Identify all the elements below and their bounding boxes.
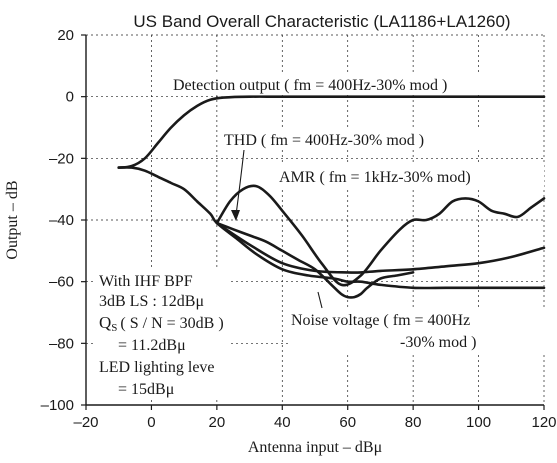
sn-condition: ( S / N = 30dB ): [120, 315, 223, 332]
x-tick-label: 60: [339, 414, 356, 431]
y-tick-label: –100: [41, 397, 74, 414]
conditions-line-5: LED lighting leve: [99, 359, 215, 376]
conditions-bg: [96, 268, 228, 398]
chart-title: US Band Overall Characteristic (LA1186+L…: [133, 12, 510, 31]
detection-output-curve: [117, 95, 546, 169]
x-tick-label: 80: [405, 414, 422, 431]
noise-voltage-curve: [117, 166, 546, 290]
y-tick-label: –20: [49, 150, 74, 167]
thd-leader-arrow: [231, 210, 240, 221]
q-symbol: Q: [99, 313, 111, 332]
y-tick-label: 20: [57, 27, 74, 44]
amr-curve: [215, 184, 546, 287]
axis-ticks: 200–20–40–60–80–100–20 0 20 40 60 80 100 120: [41, 27, 557, 431]
y-tick-label: –40: [49, 212, 74, 229]
conditions-line-1: With IHF BPF: [99, 273, 193, 290]
x-tick-label: 20: [209, 414, 226, 431]
x-tick-label: 40: [274, 414, 291, 431]
x-axis-label: Antenna input – dBμ: [248, 439, 382, 456]
thd-label-bg: [220, 128, 510, 150]
conditions-line-4: = 11.2dBμ: [118, 337, 186, 354]
detection-label-bg: [168, 73, 518, 95]
thd-label: THD ( fm = 400Hz-30% mod ): [224, 132, 424, 149]
noise-leader-line: [317, 291, 323, 309]
x-tick-label: 0: [147, 414, 155, 431]
plot-lines: [117, 95, 546, 299]
detection-output-label: Detection output ( fm = 400Hz-30% mod ): [173, 77, 447, 94]
thd-leader-line: [235, 149, 245, 216]
noise-voltage-label-line1: Noise voltage ( fm = 400Hz: [291, 312, 470, 329]
conditions-line-3: QS( S / N = 30dB ): [99, 313, 224, 334]
q-subscript: S: [111, 322, 117, 334]
measurement-conditions: With IHF BPF 3dB LS : 12dBμ QS( S / N = …: [99, 273, 224, 398]
y-tick-label: –60: [49, 274, 74, 291]
noise-voltage-label-line2: -30% mod ): [400, 334, 476, 351]
x-tick-label: 100: [466, 414, 491, 431]
amr-label: AMR ( fm = 1kHz-30% mod): [279, 169, 471, 186]
conditions-line-2: 3dB LS : 12dBμ: [99, 293, 204, 310]
conditions-line-6: = 15dBμ: [118, 381, 174, 398]
y-axis-label: Output – dB: [4, 180, 21, 259]
signal-reference-curve: [215, 221, 546, 274]
x-tick-label: 120: [531, 414, 556, 431]
y-tick-label: –80: [49, 335, 74, 352]
noise-label-bg: [288, 307, 550, 353]
amr-label-bg: [276, 165, 544, 187]
y-tick-label: 0: [66, 89, 74, 106]
x-tick-label: –20: [73, 414, 98, 431]
